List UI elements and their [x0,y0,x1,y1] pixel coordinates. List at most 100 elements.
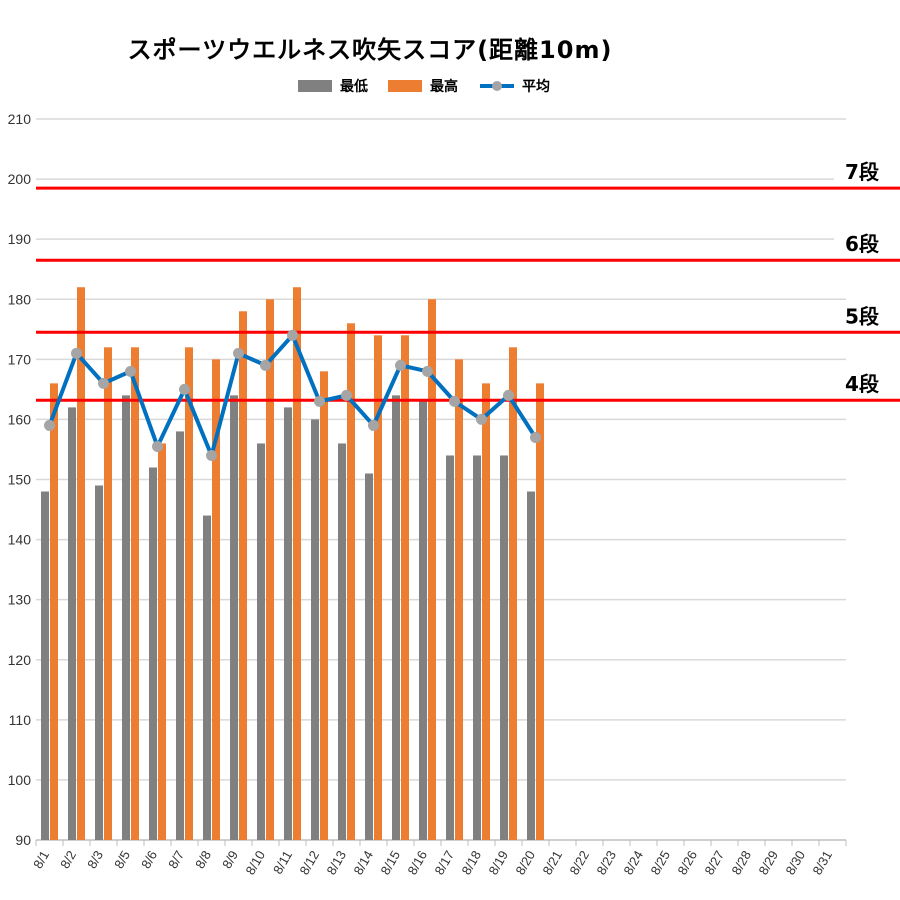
bar-min [122,395,130,840]
bar-min [419,401,427,840]
x-tick-label: 8/26 [674,848,700,877]
reference-label: 4段 [845,372,879,396]
avg-point [260,359,271,371]
y-tick-label: 200 [8,171,32,187]
avg-point [206,449,217,461]
avg-point [530,431,541,443]
y-tick-label: 100 [8,772,32,788]
y-tick-label: 180 [8,291,32,307]
bar-max [50,383,58,840]
x-tick-label: 8/10 [242,848,268,877]
reference-label: 6段 [845,232,879,256]
bar-min [338,443,346,840]
chart-title: スポーツウエルネス吹矢スコア(距離10m) [127,36,613,64]
bar-min [311,419,319,840]
bar-min [527,491,535,840]
avg-point [422,365,433,377]
reference-label-bg [834,372,900,397]
bar-min [446,455,454,840]
reference-label-bg [834,160,900,185]
reference-label-bg [834,232,900,257]
bar-max [482,383,490,840]
x-tick-label: 8/30 [782,848,808,877]
avg-point [395,359,406,371]
bar-min [392,395,400,840]
legend-swatch-avg [480,81,514,91]
x-tick-label: 8/3 [84,848,106,871]
y-tick-label: 130 [8,592,32,608]
x-tick-label: 8/7 [165,848,187,871]
x-tick-label: 8/9 [219,848,241,871]
legend-item-max: 最高 [388,76,458,96]
x-tick-label: 8/16 [404,848,430,877]
y-tick-label: 210 [8,111,32,127]
bar-max [293,287,301,840]
x-tick-label: 8/12 [296,848,322,877]
bar-max [347,323,355,840]
avg-point [341,389,352,401]
avg-point [503,389,514,401]
x-tick-label: 8/6 [138,848,160,871]
x-tick-label: 8/28 [728,848,754,877]
bar-max [266,299,274,840]
avg-point [152,440,163,452]
bar-max [455,359,463,840]
bar-min [500,455,508,840]
legend-item-avg: 平均 [478,76,550,96]
bar-min [149,467,157,840]
bar-min [365,473,373,840]
x-tick-label: 8/19 [485,848,511,877]
y-tick-label: 190 [8,231,32,247]
bar-max [239,311,247,840]
x-tick-label: 8/13 [323,848,349,877]
avg-point [476,413,487,425]
avg-point [71,347,82,359]
bar-max [158,443,166,840]
x-tick-label: 8/31 [809,848,835,877]
legend-swatch-min [298,80,332,92]
y-tick-label: 140 [8,532,32,548]
avg-point [287,329,298,341]
bar-max [509,347,517,840]
x-tick-label: 8/5 [111,848,133,871]
x-tick-label: 8/2 [57,848,79,871]
avg-point [233,347,244,359]
bar-max [536,383,544,840]
bar-min [230,395,238,840]
y-tick-label: 120 [8,652,32,668]
avg-point [314,395,325,407]
bar-max [428,299,436,840]
x-tick-label: 8/22 [566,848,592,877]
x-tick-label: 8/21 [539,848,565,877]
x-tick-label: 8/24 [620,848,646,877]
reference-label-bg [834,304,900,329]
x-tick-label: 8/20 [512,848,538,877]
bar-min [176,431,184,840]
x-tick-label: 8/11 [270,848,295,877]
legend-label-avg: 平均 [522,79,550,95]
bar-min [203,515,211,840]
legend-label-max: 最高 [430,79,458,95]
avg-point [179,383,190,395]
legend-swatch-max [388,80,422,92]
legend: 最低 最高 平均 [0,76,900,100]
avg-point [368,419,379,431]
x-tick-label: 8/17 [431,848,457,877]
reference-label: 5段 [845,304,879,328]
avg-point [449,395,460,407]
x-tick-label: 8/29 [755,848,781,877]
x-tick-label: 8/27 [701,848,727,877]
avg-point [44,419,55,431]
x-tick-label: 8/15 [377,848,403,877]
avg-point [98,377,109,389]
bar-max [374,335,382,840]
y-tick-label: 170 [8,351,32,367]
bar-min [95,485,103,840]
x-tick-label: 8/18 [458,848,484,877]
bar-min [257,443,265,840]
bar-min [284,407,292,840]
y-tick-label: 110 [9,712,32,728]
y-tick-label: 160 [8,411,32,427]
bar-min [473,455,481,840]
